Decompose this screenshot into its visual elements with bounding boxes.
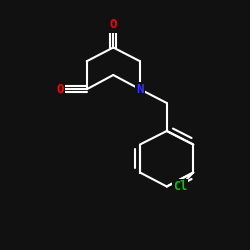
Text: N: N — [136, 83, 144, 96]
Text: O: O — [56, 83, 64, 96]
Text: Cl: Cl — [173, 180, 187, 193]
Text: O: O — [110, 18, 117, 32]
